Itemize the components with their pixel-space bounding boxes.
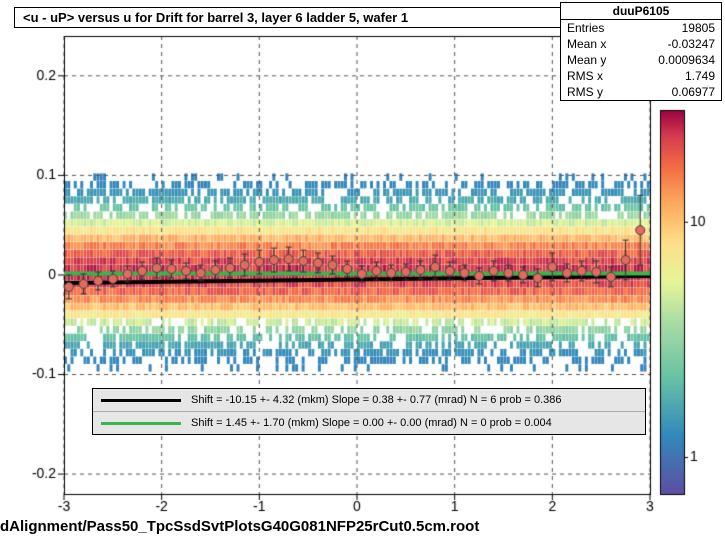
legend-row: Shift = -10.15 +- 4.32 (mkm) Slope = 0.3… <box>93 389 645 411</box>
stats-label: Mean y <box>567 53 606 67</box>
stats-value: 0.0009634 <box>658 53 715 67</box>
stats-row: Mean y 0.0009634 <box>561 52 721 68</box>
stats-row: RMS y 0.06977 <box>561 84 721 100</box>
legend-box: Shift = -10.15 +- 4.32 (mkm) Slope = 0.3… <box>92 388 646 435</box>
stats-value: 1.749 <box>685 69 715 83</box>
footer-path: dAlignment/Pass50_TpcSsdSvtPlotsG40G081N… <box>0 518 479 535</box>
legend-text: Shift = -10.15 +- 4.32 (mkm) Slope = 0.3… <box>191 394 562 406</box>
stats-value: 0.06977 <box>672 85 715 99</box>
stats-box: duuP6105 Entries19805Mean x-0.03247Mean … <box>560 2 722 101</box>
legend-swatch <box>101 422 181 425</box>
stats-title: duuP6105 <box>561 3 721 20</box>
stats-label: Entries <box>567 21 604 35</box>
stats-label: RMS x <box>567 69 603 83</box>
stats-row: Mean x -0.03247 <box>561 36 721 52</box>
stats-rows: Entries 19805 Mean x -0.03247 Mean y 0.000963… <box>561 20 721 100</box>
legend-text: Shift = 1.45 +- 1.70 (mkm) Slope = 0.00 … <box>191 417 552 429</box>
chart-title: <u - uP> versus u for Drift for barrel 3… <box>14 7 572 28</box>
legend-swatch <box>101 399 181 402</box>
stats-row: Entries 19805 <box>561 20 721 36</box>
legend-row: Shift = 1.45 +- 1.70 (mkm) Slope = 0.00 … <box>93 411 645 434</box>
chart-container: { "chart": { "type": "scatter-heatmap", … <box>0 0 725 541</box>
stats-row: RMS x 1.749 <box>561 68 721 84</box>
stats-label: Mean x <box>567 37 606 51</box>
stats-value: -0.03247 <box>668 37 715 51</box>
stats-label: RMS y <box>567 85 603 99</box>
stats-value: 19805 <box>682 21 715 35</box>
footer-text: dAlignment/Pass50_TpcSsdSvtPlotsG40G081N… <box>0 518 479 535</box>
chart-title-text: <u - uP> versus u for Drift for barrel 3… <box>23 10 408 25</box>
